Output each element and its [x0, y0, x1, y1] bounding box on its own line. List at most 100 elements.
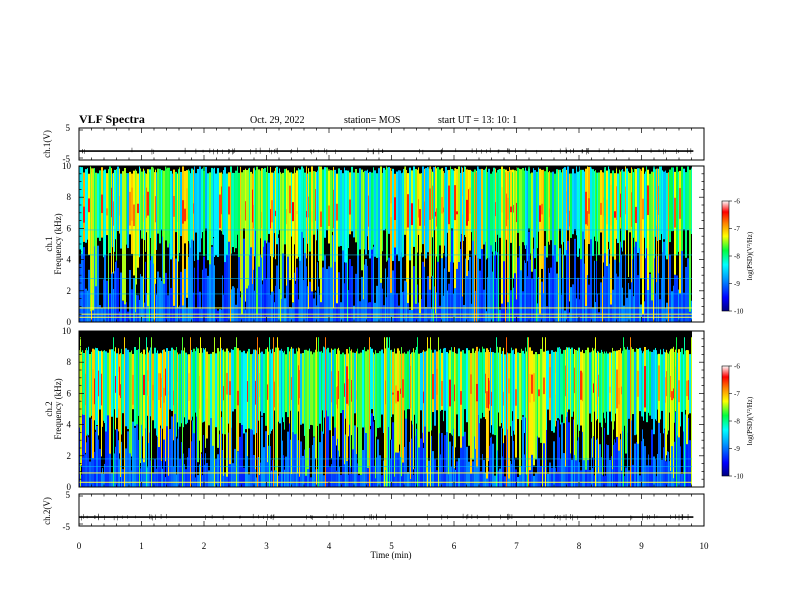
spectrogram-cell	[642, 353, 643, 417]
spectrogram-cell	[119, 366, 120, 396]
spectrogram-cell	[184, 268, 186, 322]
spectrogram-cell	[427, 276, 429, 322]
spectrogram-cell	[241, 422, 243, 487]
y-tick-label: 2	[67, 451, 72, 461]
spectrogram-cell	[498, 470, 499, 487]
spectrogram-cell	[409, 309, 411, 322]
spectrogram-cell	[377, 439, 379, 487]
spectrogram-cell	[517, 257, 519, 322]
spectrogram-cell	[526, 170, 527, 246]
spectrogram-cell	[528, 166, 530, 229]
spectrogram-cell	[596, 243, 597, 322]
spectrogram-cell	[219, 434, 220, 487]
spectrogram-cell	[633, 296, 634, 322]
spectrogram-cell	[602, 469, 603, 487]
spectrogram-cell	[357, 348, 358, 428]
spectrogram-cell	[231, 418, 232, 487]
spectrogram-cell	[464, 166, 465, 235]
spectrogram-cell	[336, 173, 338, 304]
spectrogram-cell	[564, 310, 566, 322]
spectrogram-cell	[239, 436, 241, 487]
spectrogram-cell	[643, 351, 644, 421]
spectrogram-cell	[158, 425, 160, 487]
ch2-waveform-ylabel: ch.2(V)	[42, 497, 52, 525]
spectrogram-cell	[578, 415, 579, 487]
spectrogram-cell	[186, 188, 188, 220]
spectrogram-cell	[407, 351, 409, 410]
spectrogram-cell	[662, 237, 663, 322]
spectrogram-cell	[283, 455, 284, 487]
spectrogram-cell	[522, 167, 524, 243]
spectrogram-cell	[155, 196, 156, 223]
spectrogram-cell	[381, 475, 383, 487]
spectrogram-cell	[336, 470, 337, 487]
spectrogram-cell	[266, 172, 267, 244]
spectrogram-cell	[143, 374, 145, 396]
spectrogram-cell	[271, 285, 273, 322]
spectrogram-cell	[113, 201, 114, 226]
spectrogram-impulse	[506, 337, 507, 487]
spectrogram-cell	[174, 409, 176, 487]
spectrogram-cell	[296, 170, 298, 259]
spectrogram-cell	[165, 166, 167, 241]
spectrogram-cell	[603, 353, 604, 413]
spectrogram-cell	[549, 208, 550, 218]
spectrogram-cell	[485, 373, 486, 394]
spectrogram-cell	[180, 271, 182, 322]
spectrogram-cell	[118, 371, 119, 409]
spectrogram-cell	[603, 476, 604, 487]
spectrogram-cell	[94, 235, 95, 322]
time-axis-label: Time (min)	[371, 550, 412, 560]
spectrogram-cell	[167, 295, 169, 322]
spectrogram-cell	[279, 289, 280, 322]
spectrogram-cell	[222, 449, 223, 487]
spectrogram-cell	[556, 273, 558, 322]
spectrogram-cell	[161, 280, 162, 322]
spectrogram-cell	[488, 251, 490, 322]
spectrogram-cell	[107, 352, 109, 416]
spectrogram-cell	[519, 168, 520, 246]
spectrogram-cell	[490, 173, 492, 246]
spectrogram-cell	[345, 354, 346, 419]
spectrogram-cell	[620, 241, 621, 322]
spectrogram-cell	[339, 467, 340, 487]
spectrogram-cell	[222, 350, 223, 434]
spectrogram-impulse	[113, 337, 114, 487]
spectrogram-cell	[81, 167, 83, 254]
spectrogram-cell	[197, 348, 199, 463]
spectrogram-cell	[486, 391, 488, 408]
spectrogram-cell	[148, 381, 149, 397]
spectrogram-cell	[120, 384, 121, 398]
spectrogram-cell	[383, 353, 384, 434]
spectrogram-cell	[344, 283, 345, 322]
spectrogram-impulse	[269, 337, 270, 487]
spectrogram-impulse	[509, 172, 510, 322]
spectrogram-cell	[422, 351, 423, 433]
spectrogram-cell	[294, 409, 296, 487]
spectrogram-cell	[348, 378, 349, 406]
spectrogram-cell	[332, 435, 334, 487]
spectrogram-cell	[539, 168, 541, 314]
spectrogram-cell	[444, 435, 446, 487]
spectrogram-cell	[376, 173, 378, 258]
spectrogram-cell	[104, 350, 105, 424]
spectrogram-cell	[258, 266, 260, 322]
ch2-colorbar	[721, 365, 730, 477]
spectrogram-cell	[79, 166, 81, 250]
spectrogram-cell	[268, 242, 270, 322]
spectrogram-cell	[671, 291, 673, 322]
spectrogram-cell	[141, 352, 142, 425]
spectrogram-cell	[559, 347, 560, 420]
spectrogram-cell	[629, 172, 631, 233]
spectrogram-cell	[113, 288, 114, 322]
spectrogram-cell	[313, 352, 315, 437]
spectrogram-cell	[673, 167, 674, 231]
spectrogram-cell	[651, 351, 653, 419]
spectrogram-impulse	[277, 337, 278, 487]
spectrogram-cell	[524, 454, 525, 487]
spectrogram-cell	[308, 196, 309, 218]
spectrogram-cell	[593, 436, 594, 487]
